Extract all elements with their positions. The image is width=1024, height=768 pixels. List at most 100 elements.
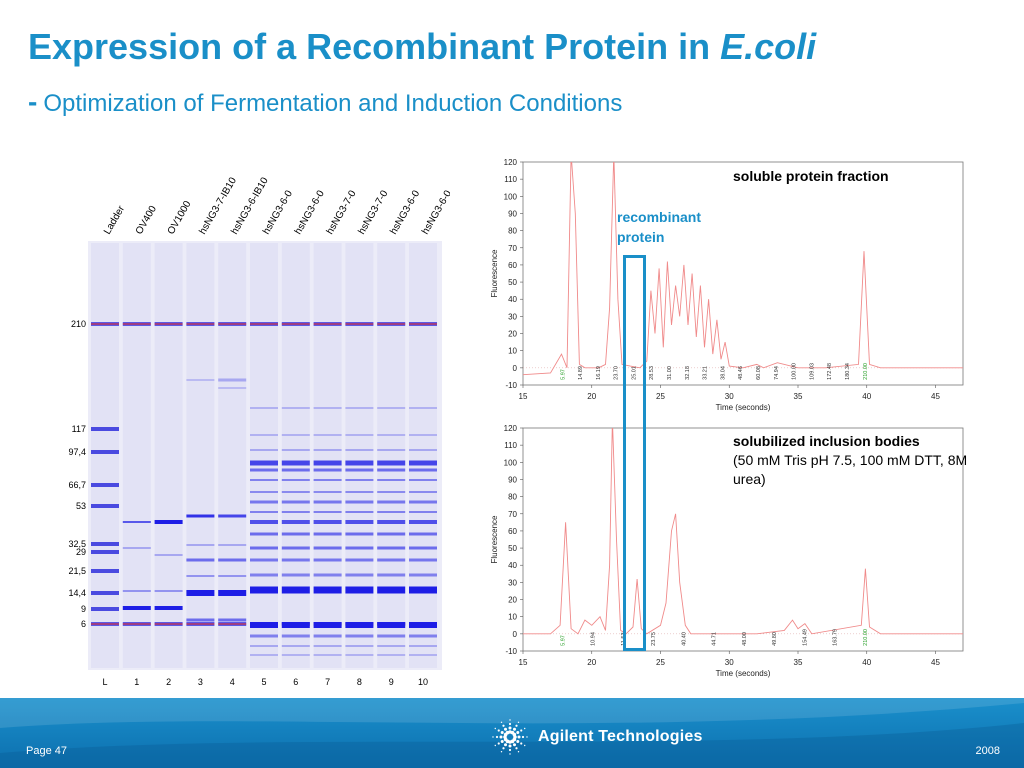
sample-band: [345, 511, 374, 513]
sample-band: [186, 514, 215, 518]
y-tick-label: 70: [508, 244, 517, 253]
ladder-band: [91, 550, 119, 554]
lane-number: 9: [389, 677, 394, 687]
sample-band: [281, 558, 310, 562]
spark-dot: [500, 740, 504, 743]
sample-band: [186, 575, 215, 577]
sample-band: [409, 511, 437, 513]
sample-band: [313, 520, 342, 524]
sample-band: [250, 622, 278, 628]
marker-line: [281, 323, 310, 325]
spark-dot: [517, 735, 521, 739]
lane-header: hsNG3-7-0: [356, 188, 390, 236]
sample-band: [313, 449, 342, 451]
marker-line: [409, 323, 437, 325]
marker-line: [313, 323, 342, 325]
sample-band: [409, 491, 437, 493]
marker-line: [377, 323, 406, 325]
sample-band: [377, 573, 406, 577]
spark-dot: [517, 721, 520, 723]
lane-number: 1: [134, 677, 139, 687]
spark-dot: [504, 727, 507, 731]
x-tick-label: 40: [862, 658, 871, 667]
ladder-band: [91, 542, 119, 546]
sample-band: [409, 634, 437, 638]
x-tick-label: 45: [931, 658, 940, 667]
page-number: Page 47: [26, 745, 67, 757]
spark-dot: [515, 724, 518, 727]
sample-band: [409, 558, 437, 562]
gel-lane: [122, 243, 151, 668]
y-tick-label: 30: [508, 578, 517, 587]
sample-band: [281, 520, 310, 524]
sample-band: [250, 573, 278, 577]
sample-band: [345, 586, 374, 594]
y-tick-label: 20: [508, 330, 517, 339]
spark-dot: [517, 751, 520, 753]
sample-band: [218, 575, 247, 577]
sample-band: [313, 622, 342, 628]
marker-line: [186, 323, 215, 325]
lane-number: 5: [261, 677, 266, 687]
footer-year: 2008: [975, 745, 1000, 757]
gel-lane: [313, 243, 342, 668]
sample-band: [313, 634, 342, 638]
y-tick-label: 80: [508, 227, 517, 236]
marker-line: [345, 323, 374, 325]
sample-band: [377, 468, 406, 472]
marker-label: 117: [72, 424, 86, 434]
sample-band: [345, 407, 374, 409]
sample-band: [122, 606, 151, 610]
lane-number: 8: [357, 677, 362, 687]
sample-band: [377, 622, 406, 628]
sample-band: [250, 479, 278, 481]
peak-label: 210.00: [863, 629, 869, 646]
x-tick-label: 40: [862, 392, 871, 401]
y-tick-label: 10: [508, 347, 517, 356]
ladder-band: [91, 504, 119, 508]
spark-dot: [492, 736, 494, 738]
y-tick-label: 50: [508, 544, 517, 553]
peak-label: 5.97: [560, 635, 566, 646]
inclusion-bodies-label: solubilized inclusion bodies (50 mM Tris…: [733, 432, 973, 489]
peak-label: 31.00: [667, 366, 673, 380]
sample-band: [281, 500, 310, 504]
sample-band: [154, 520, 183, 524]
peak-label: 5.97: [560, 369, 566, 380]
spark-dot: [512, 732, 517, 737]
sample-band: [281, 622, 310, 628]
x-tick-label: 30: [725, 392, 734, 401]
sample-band: [377, 532, 406, 536]
sample-band: [122, 521, 151, 523]
marker-line: [250, 323, 278, 325]
peak-label: 48.46: [738, 366, 744, 380]
x-tick-label: 45: [931, 392, 940, 401]
sample-band: [281, 573, 310, 577]
y-tick-label: 0: [513, 630, 518, 639]
sample-band: [345, 500, 374, 504]
peak-label: 172.48: [827, 363, 833, 380]
sample-band: [377, 546, 406, 550]
spark-dot: [500, 731, 504, 734]
spark-dot: [494, 744, 496, 747]
lane-number: 2: [166, 677, 171, 687]
brand-name: Agilent Technologies: [538, 728, 703, 745]
sample-band: [313, 460, 342, 466]
sample-band: [377, 645, 406, 647]
sample-band: [345, 460, 374, 466]
lane-header: OV1000: [166, 199, 194, 237]
sample-band: [122, 547, 151, 549]
sample-band: [377, 407, 406, 409]
lane-header: hsNG3-6-0: [293, 188, 327, 236]
peak-label: 163.79: [833, 629, 839, 646]
y-tick-label: -10: [505, 647, 517, 656]
sample-band: [154, 590, 183, 592]
lane-number: 7: [325, 677, 330, 687]
sample-band: [345, 449, 374, 451]
sample-band: [377, 520, 406, 524]
sample-band: [250, 520, 278, 524]
sample-band: [345, 622, 374, 628]
marker-label: 53: [76, 501, 86, 511]
marker-label: 66,7: [68, 480, 86, 490]
sample-band: [281, 460, 310, 466]
